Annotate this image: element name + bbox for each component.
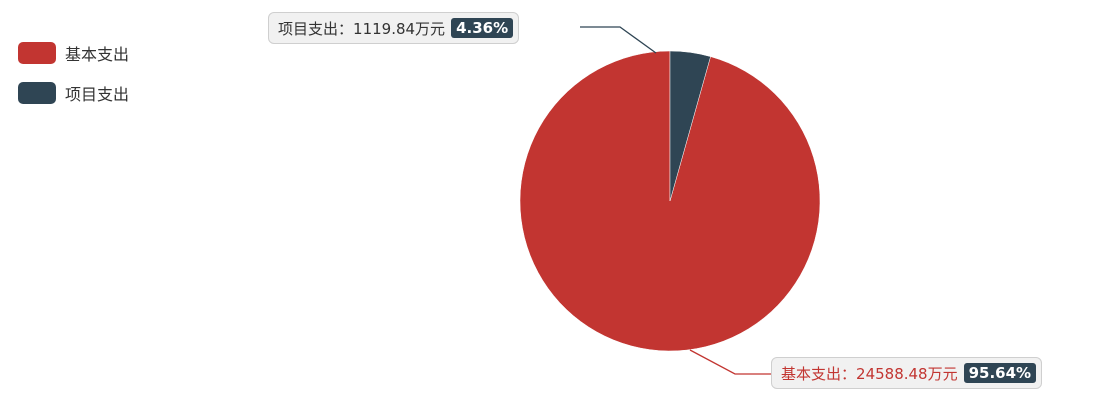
data-label-basic-name: 基本支出 bbox=[781, 364, 842, 383]
legend-item-project[interactable]: 项目支出 bbox=[18, 82, 129, 104]
data-label-project-value: 1119.84万元 bbox=[353, 19, 446, 38]
data-label-basic-value: 24588.48万元 bbox=[856, 364, 958, 383]
legend: 基本支出 项目支出 bbox=[18, 42, 129, 122]
pie-slice-basic[interactable] bbox=[519, 50, 821, 352]
data-label-basic-sep: ： bbox=[841, 364, 857, 383]
legend-label-project: 项目支出 bbox=[65, 85, 130, 104]
pie-slice-project[interactable] bbox=[669, 50, 711, 202]
data-label-project-name: 项目支出 bbox=[278, 19, 339, 38]
data-label-project: 项目支出： 1119.84万元 4.36% bbox=[268, 12, 520, 44]
legend-swatch-basic bbox=[18, 42, 56, 64]
data-label-basic: 基本支出： 24588.48万元 95.64% bbox=[771, 357, 1043, 389]
pie-slices bbox=[519, 50, 821, 352]
data-label-project-percent: 4.36% bbox=[451, 18, 514, 38]
data-label-project-sep: ： bbox=[338, 19, 354, 38]
leader-line-project bbox=[580, 26, 657, 54]
data-label-basic-percent: 95.64% bbox=[963, 363, 1037, 383]
legend-item-basic[interactable]: 基本支出 bbox=[18, 42, 129, 64]
legend-swatch-project bbox=[18, 82, 56, 104]
leader-line-basic bbox=[689, 349, 771, 375]
legend-label-basic: 基本支出 bbox=[65, 45, 130, 64]
